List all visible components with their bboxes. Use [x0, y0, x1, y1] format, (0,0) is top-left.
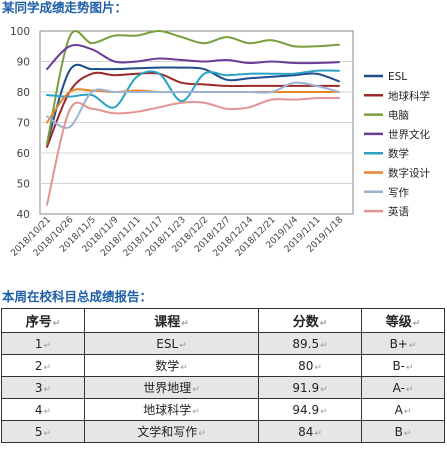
- table-cell: 80↵: [258, 354, 362, 377]
- table-cell: 2↵: [1, 354, 85, 377]
- table-cell: 世界地理↵: [84, 376, 259, 399]
- legend-label: 电脑: [388, 109, 409, 122]
- series-line: [46, 29, 340, 145]
- y-tick-label: 60: [17, 148, 30, 160]
- y-axis-labels: 40 50 60 70 80 90 100: [10, 26, 30, 221]
- y-tick-label: 50: [17, 179, 30, 191]
- table-cell: 91.9↵: [258, 376, 362, 399]
- table-header-row: 序号↵ 课程↵ 分数↵ 等级↵: [1, 308, 445, 333]
- table-cell: 4↵: [1, 398, 85, 421]
- table-cell: ESL↵: [84, 332, 259, 355]
- table-cell: 84↵: [258, 420, 362, 443]
- y-tick-label: 40: [17, 209, 30, 221]
- header-cell: 课程↵: [84, 308, 259, 333]
- table-row: 1↵ ESL↵ 89.5↵ B+↵: [1, 332, 445, 355]
- table-cell: 数学↵: [84, 354, 259, 377]
- table-row: 4↵ 地球科学↵ 94.9↵ A↵: [1, 398, 445, 421]
- table-cell: A↵: [361, 398, 445, 421]
- table-cell: 89.5↵: [258, 332, 362, 355]
- legend-label: 英语: [388, 205, 409, 218]
- header-cell: 等级↵: [361, 308, 445, 333]
- table-heading: 本周在校科目总成绩报告：: [2, 289, 153, 304]
- legend-label: 世界文化: [388, 128, 430, 141]
- legend-label: 数学: [388, 147, 409, 160]
- series-lines: [46, 29, 340, 206]
- y-tick-label: 80: [17, 87, 30, 99]
- series-line: [46, 81, 340, 129]
- table-row: 2↵ 数学↵ 80↵ B-↵: [1, 354, 445, 377]
- table-cell: A-↵: [361, 376, 445, 399]
- table-cell: 5↵: [1, 420, 85, 443]
- header-cell: 序号↵: [1, 308, 85, 333]
- table-cell: 94.9↵: [258, 398, 362, 421]
- header-cell: 分数↵: [258, 308, 362, 333]
- score-table: 序号↵ 课程↵ 分数↵ 等级↵ 1↵ ESL↵ 89.5↵ B+↵ 2↵ 数学↵…: [1, 308, 445, 443]
- table-cell: 文学和写作↵: [84, 420, 259, 443]
- series-line: [46, 63, 340, 145]
- legend-label: ESL: [388, 71, 407, 83]
- table-cell: B+↵: [361, 332, 445, 355]
- series-line: [46, 43, 340, 71]
- chart-heading: 某同学成绩走势图片：: [2, 0, 128, 15]
- table-row: 5↵ 文学和写作↵ 84↵ B↵: [1, 420, 445, 443]
- legend-label: 地球科学: [388, 89, 430, 102]
- y-tick-label: 100: [10, 26, 30, 38]
- table-cell: B-↵: [361, 354, 445, 377]
- series-line: [46, 69, 340, 109]
- legend-label: 数字设计: [388, 167, 430, 180]
- series-line: [46, 71, 340, 148]
- score-trend-chart: 40 50 60 70 80 90 100 2018/10/212018/10/262018…: [9, 26, 430, 259]
- series-line: [46, 96, 340, 206]
- table-cell: 地球科学↵: [84, 398, 259, 421]
- table-cell: B↵: [361, 420, 445, 443]
- y-tick-label: 70: [17, 118, 30, 130]
- table-cell: 1↵: [1, 332, 85, 355]
- y-tick-label: 90: [17, 57, 30, 69]
- table-row: 3↵ 世界地理↵ 91.9↵ A-↵: [1, 376, 445, 399]
- legend-label: 写作: [388, 187, 409, 199]
- table-cell: 3↵: [1, 376, 85, 399]
- x-axis-labels: 2018/10/212018/10/262018/11/52018/11/920…: [9, 215, 345, 259]
